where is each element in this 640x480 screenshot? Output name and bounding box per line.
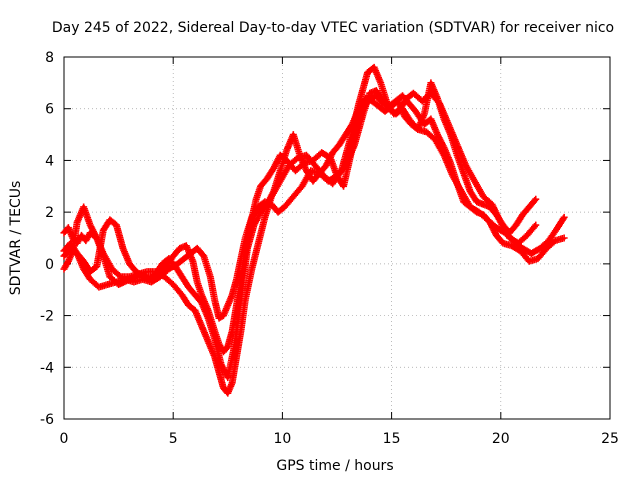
x-axis-label: GPS time / hours	[276, 458, 393, 474]
series-track-d	[60, 79, 540, 382]
x-tick-label: 15	[383, 431, 401, 447]
y-tick-label: 0	[45, 257, 54, 273]
axis-ticks: 0 5 10 15 20 25 -6 -4 -2 0 2 4 6 8	[40, 50, 619, 447]
x-tick-label: 25	[601, 431, 619, 447]
y-tick-label: -6	[40, 412, 54, 428]
data-point	[560, 213, 568, 221]
data-point	[115, 271, 123, 279]
series-layer	[60, 63, 568, 397]
data-point	[559, 215, 567, 223]
plot-frame	[63, 56, 611, 420]
x-tick-label: 0	[60, 431, 69, 447]
grid-lines	[64, 57, 610, 419]
y-tick-label: -2	[40, 309, 54, 325]
y-tick-label: 4	[45, 153, 54, 169]
series-track-c	[60, 63, 540, 397]
y-tick-label: 8	[45, 50, 54, 66]
x-tick-label: 10	[273, 431, 291, 447]
x-tick-label: 20	[492, 431, 510, 447]
data-point	[531, 197, 539, 205]
data-point	[532, 195, 540, 203]
chart-title: Day 245 of 2022, Sidereal Day-to-day VTE…	[52, 20, 614, 36]
y-axis-label: SDTVAR / TECUs	[8, 181, 24, 296]
data-point	[530, 223, 538, 231]
x-tick-label: 5	[169, 431, 178, 447]
y-tick-label: 2	[45, 205, 54, 221]
y-tick-label: -4	[40, 360, 54, 376]
data-point	[560, 234, 568, 242]
y-tick-label: 6	[45, 102, 54, 118]
data-point	[532, 221, 540, 229]
